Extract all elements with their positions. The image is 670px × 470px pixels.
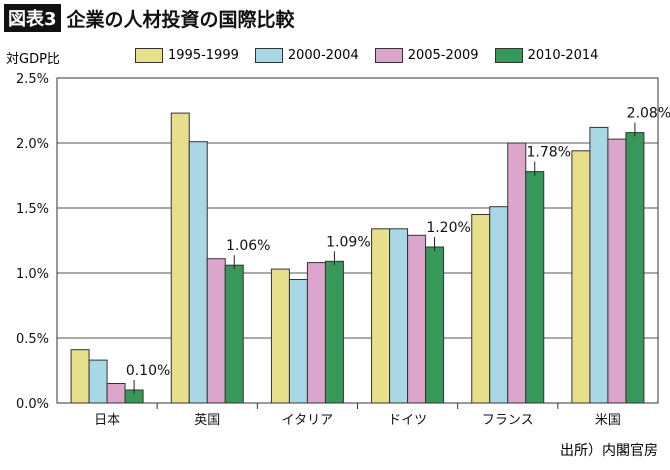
data-label: 1.09%	[326, 234, 370, 250]
legend-label: 2005-2009	[407, 48, 479, 63]
bar-2005-2009-英国	[206, 258, 226, 404]
y-tick-label: 1.0%	[16, 267, 49, 282]
figure-tag: 図表3	[4, 4, 61, 32]
bar-2000-2004-日本	[88, 359, 108, 404]
y-tick-label: 2.0%	[16, 137, 49, 152]
x-tick-label: 米国	[595, 413, 621, 428]
bar-2005-2009-日本	[106, 383, 126, 404]
bar-1995-1999-イタリア	[270, 268, 290, 404]
legend-swatch	[374, 48, 403, 63]
bar-1995-1999-英国	[170, 112, 190, 404]
y-axis-label: 対GDP比	[6, 52, 60, 67]
legend-item: 2000-2004	[254, 48, 359, 63]
x-tick-label: フランス	[482, 413, 534, 428]
y-tick-label: 1.5%	[16, 202, 49, 217]
y-tick-label: 2.5%	[16, 72, 49, 87]
data-label: 1.78%	[527, 145, 571, 161]
x-tick-label: イタリア	[282, 413, 333, 428]
bar-2005-2009-ドイツ	[407, 234, 427, 404]
legend-item: 2005-2009	[374, 48, 479, 63]
bar-2005-2009-米国	[607, 138, 627, 404]
bar-2000-2004-フランス	[489, 206, 509, 404]
legend: 1995-1999 2000-2004 2005-2009 2010-2014	[135, 48, 598, 63]
bar-2000-2004-イタリア	[288, 279, 308, 404]
bar-2010-2014-英国	[224, 264, 244, 404]
bar-2000-2004-ドイツ	[389, 228, 409, 404]
legend-item: 2010-2014	[494, 48, 599, 63]
data-label: 2.08%	[627, 106, 670, 122]
legend-swatch	[254, 48, 283, 63]
y-tick-label: 0.0%	[16, 397, 49, 412]
bar-2005-2009-フランス	[507, 142, 527, 404]
x-tick-label: ドイツ	[388, 413, 427, 428]
legend-label: 2000-2004	[287, 48, 359, 63]
bar-2000-2004-米国	[589, 126, 609, 404]
bar-1995-1999-ドイツ	[371, 228, 391, 404]
data-label: 0.10%	[126, 363, 170, 379]
legend-item: 1995-1999	[135, 48, 239, 63]
legend-swatch	[135, 48, 163, 63]
source-note: 出所）内閣官房	[560, 443, 658, 459]
legend-swatch	[494, 48, 523, 63]
bar-1995-1999-フランス	[471, 214, 491, 404]
data-label: 1.20%	[426, 220, 470, 236]
chart-title: 図表3 企業の人材投資の国際比較	[4, 4, 295, 32]
data-label: 1.06%	[226, 238, 270, 254]
bar-2000-2004-英国	[188, 141, 208, 404]
x-tick-label: 英国	[194, 413, 220, 428]
bar-2010-2014-イタリア	[324, 260, 344, 404]
bar-1995-1999-米国	[571, 150, 591, 404]
title-text: 企業の人材投資の国際比較	[66, 8, 295, 31]
legend-label: 2010-2014	[527, 48, 599, 63]
bar-2005-2009-イタリア	[306, 262, 326, 404]
x-tick-label: 日本	[94, 413, 120, 428]
bar-2010-2014-フランス	[525, 171, 545, 404]
bar-1995-1999-日本	[70, 349, 90, 404]
bar-2010-2014-米国	[625, 132, 645, 404]
legend-label: 1995-1999	[168, 48, 239, 63]
bar-2010-2014-ドイツ	[425, 246, 445, 404]
y-tick-label: 0.5%	[16, 332, 49, 347]
